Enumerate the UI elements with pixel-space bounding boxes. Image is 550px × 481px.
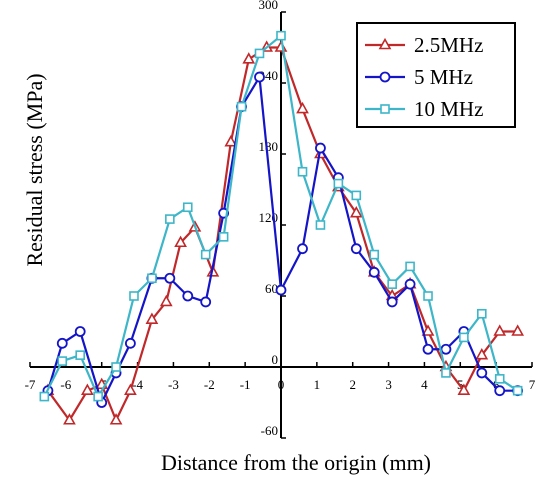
data-point bbox=[441, 368, 451, 378]
x-tick-label: 7 bbox=[529, 377, 536, 392]
legend-label: 2.5MHz bbox=[414, 33, 483, 57]
data-point bbox=[369, 249, 380, 260]
y-tick-label: 300 bbox=[259, 0, 279, 12]
y-tick-label: 0 bbox=[272, 352, 279, 367]
data-point bbox=[57, 356, 68, 366]
data-point bbox=[124, 383, 137, 395]
data-point bbox=[109, 413, 123, 425]
x-tick-label: 6 bbox=[493, 377, 500, 392]
x-tick-label: 2 bbox=[349, 377, 356, 392]
legend-marker bbox=[378, 37, 392, 50]
data-point bbox=[75, 350, 85, 360]
data-point bbox=[182, 290, 194, 302]
x-tick-label: 3 bbox=[385, 377, 392, 392]
data-point bbox=[459, 332, 469, 343]
data-point bbox=[147, 273, 157, 284]
legend-marker bbox=[379, 71, 391, 83]
data-point bbox=[440, 343, 452, 355]
data-point bbox=[405, 261, 415, 272]
data-point bbox=[129, 291, 139, 301]
data-point bbox=[494, 385, 506, 397]
data-point bbox=[254, 71, 265, 83]
data-point bbox=[494, 374, 505, 384]
data-point bbox=[476, 308, 487, 319]
data-point bbox=[242, 52, 256, 64]
data-point bbox=[145, 312, 159, 324]
x-axis-title: Distance from the origin (mm) bbox=[161, 450, 431, 475]
data-point bbox=[111, 362, 121, 372]
x-tick-label: 4 bbox=[421, 377, 428, 392]
data-point bbox=[457, 383, 471, 395]
data-point bbox=[165, 214, 175, 224]
legend-entry: 2.5MHz bbox=[365, 33, 483, 57]
data-point bbox=[421, 324, 435, 336]
x-tick-label: -4 bbox=[132, 377, 143, 392]
data-point bbox=[254, 48, 265, 59]
data-point bbox=[224, 135, 238, 147]
data-point bbox=[349, 206, 363, 218]
data-point bbox=[56, 337, 68, 349]
data-point bbox=[368, 266, 380, 278]
data-point bbox=[315, 142, 326, 154]
data-point bbox=[200, 249, 211, 260]
data-point bbox=[63, 413, 76, 425]
data-point bbox=[276, 30, 286, 41]
legend-label: 10 MHz bbox=[414, 97, 483, 121]
x-tick-label: -7 bbox=[25, 377, 36, 392]
y-tick-label: -60 bbox=[261, 423, 278, 438]
series-square bbox=[39, 30, 523, 402]
data-point bbox=[387, 279, 397, 289]
y-axis-title: Residual stress (MPa) bbox=[22, 73, 47, 266]
data-point bbox=[81, 383, 94, 395]
data-point bbox=[386, 296, 398, 308]
data-point bbox=[493, 324, 507, 336]
data-point bbox=[511, 324, 525, 336]
x-tick-label: -6 bbox=[60, 377, 71, 392]
data-point bbox=[218, 232, 229, 242]
y-tick-label: 60 bbox=[265, 281, 278, 296]
data-point bbox=[350, 243, 362, 255]
legend-entry: 5 MHz bbox=[365, 65, 473, 89]
x-tick-label: 1 bbox=[314, 377, 321, 392]
data-point bbox=[404, 278, 416, 290]
data-point bbox=[39, 391, 50, 402]
series-layer bbox=[39, 30, 525, 425]
data-point bbox=[174, 235, 187, 248]
legend: 2.5MHz 5 MHz 10 MHz bbox=[356, 22, 516, 128]
x-tick-label: -3 bbox=[168, 377, 179, 392]
data-point bbox=[297, 243, 308, 255]
data-point bbox=[422, 343, 434, 355]
data-point bbox=[475, 348, 489, 360]
legend-entry: 10 MHz bbox=[365, 97, 483, 121]
legend-marker bbox=[380, 104, 390, 114]
data-point bbox=[200, 296, 212, 308]
data-point bbox=[297, 166, 308, 177]
data-point bbox=[182, 202, 193, 213]
data-point bbox=[164, 272, 176, 284]
data-point bbox=[296, 101, 309, 114]
data-point bbox=[93, 391, 103, 402]
data-point bbox=[512, 385, 523, 396]
data-point bbox=[315, 220, 326, 230]
data-point bbox=[159, 294, 173, 307]
data-point bbox=[423, 291, 433, 301]
x-tick-label: 0 bbox=[278, 377, 285, 392]
data-point bbox=[275, 284, 287, 296]
data-point bbox=[333, 178, 344, 189]
y-tick-label: 180 bbox=[259, 139, 279, 154]
data-point bbox=[476, 367, 488, 379]
data-point bbox=[74, 326, 86, 337]
legend-label: 5 MHz bbox=[414, 65, 473, 89]
x-tick-label: -2 bbox=[204, 377, 215, 392]
data-point bbox=[124, 337, 136, 349]
data-point bbox=[236, 101, 247, 112]
data-point bbox=[351, 190, 362, 201]
x-tick-label: -1 bbox=[240, 377, 251, 392]
